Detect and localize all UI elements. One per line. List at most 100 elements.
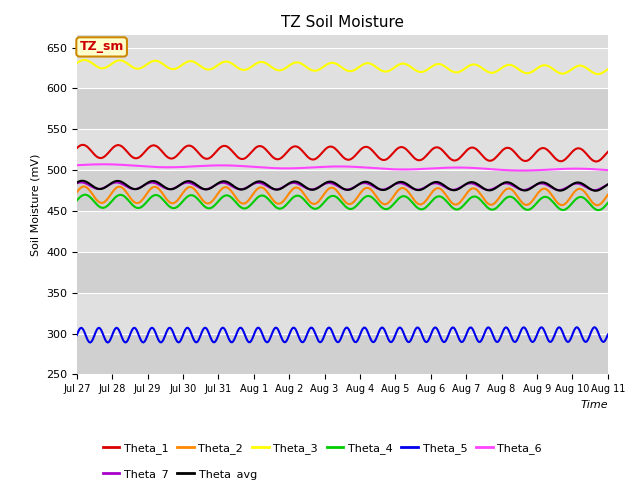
Theta_3 <box>556 71 564 76</box>
Title: TZ Soil Moisture: TZ Soil Moisture <box>281 15 404 30</box>
Bar <box>77 252 608 293</box>
Theta_avg <box>556 188 564 193</box>
Theta_4 <box>73 198 81 204</box>
Theta_5 <box>298 339 306 345</box>
Theta_3 <box>464 63 472 69</box>
Theta_3 <box>371 63 379 69</box>
Y-axis label: Soil Moisture (mV): Soil Moisture (mV) <box>30 154 40 256</box>
Theta_avg <box>371 183 379 189</box>
Theta_5 <box>239 327 247 333</box>
Theta_3 <box>298 61 306 67</box>
Theta_avg <box>73 180 81 185</box>
Theta_2 <box>604 192 612 198</box>
Theta_3 <box>239 67 247 73</box>
Bar <box>77 129 608 170</box>
Theta_2 <box>464 189 472 194</box>
Theta_4 <box>604 200 612 206</box>
Theta_7 <box>397 180 404 186</box>
Theta_avg <box>298 181 306 187</box>
X-axis label: Time: Time <box>580 400 608 409</box>
Theta_7 <box>591 187 598 193</box>
Theta_2 <box>397 186 404 192</box>
Line: Theta_6: Theta_6 <box>77 164 608 170</box>
Theta_4 <box>464 197 472 203</box>
Theta_2 <box>594 202 602 208</box>
Theta_6 <box>518 168 526 173</box>
Legend: Theta_7, Theta_avg: Theta_7, Theta_avg <box>99 464 261 480</box>
Theta_4 <box>298 195 306 201</box>
Theta_7 <box>77 180 85 185</box>
Theta_1 <box>239 156 247 162</box>
Theta_avg <box>397 179 404 185</box>
Theta_5 <box>556 325 564 331</box>
Theta_2 <box>371 192 379 197</box>
Bar <box>77 211 608 252</box>
Theta_6 <box>100 161 108 167</box>
Theta_1 <box>604 149 612 155</box>
Theta_3 <box>397 61 404 67</box>
Theta_3 <box>594 71 602 77</box>
Theta_1 <box>464 146 472 152</box>
Theta_6 <box>464 165 472 170</box>
Theta_5 <box>86 340 94 346</box>
Line: Theta_1: Theta_1 <box>77 145 608 161</box>
Line: Theta_avg: Theta_avg <box>77 181 608 191</box>
Theta_5 <box>464 327 472 333</box>
Theta_5 <box>73 332 81 338</box>
Theta_avg <box>604 181 612 187</box>
Theta_avg <box>592 188 600 193</box>
Theta_6 <box>239 163 247 169</box>
Theta_2 <box>298 188 306 194</box>
Theta_4 <box>556 206 564 212</box>
Theta_1 <box>79 142 86 148</box>
Theta_2 <box>556 202 564 207</box>
Theta_5 <box>371 338 379 344</box>
Theta_4 <box>239 205 247 211</box>
Theta_5 <box>604 332 612 337</box>
Theta_2 <box>239 201 247 206</box>
Theta_1 <box>298 147 306 153</box>
Theta_3 <box>604 66 612 72</box>
Bar <box>77 48 608 88</box>
Theta_1 <box>556 158 564 164</box>
Line: Theta_3: Theta_3 <box>77 60 608 74</box>
Theta_7 <box>298 183 306 189</box>
Theta_1 <box>73 145 81 151</box>
Theta_2 <box>79 184 87 190</box>
Theta_1 <box>371 151 379 156</box>
Bar <box>77 293 608 334</box>
Theta_4 <box>81 192 88 198</box>
Theta_7 <box>464 180 472 186</box>
Text: TZ_sm: TZ_sm <box>79 40 124 53</box>
Theta_4 <box>595 207 603 213</box>
Theta_6 <box>371 165 379 171</box>
Theta_3 <box>73 60 81 66</box>
Theta_6 <box>298 165 306 171</box>
Theta_7 <box>604 181 612 187</box>
Bar <box>77 334 608 374</box>
Theta_4 <box>397 194 404 200</box>
Line: Theta_5: Theta_5 <box>77 327 608 343</box>
Theta_7 <box>239 186 247 192</box>
Bar <box>77 170 608 211</box>
Theta_3 <box>81 57 88 63</box>
Line: Theta_7: Theta_7 <box>77 182 608 190</box>
Theta_7 <box>556 187 564 193</box>
Theta_6 <box>557 166 565 172</box>
Theta_2 <box>73 189 81 195</box>
Theta_avg <box>464 180 472 186</box>
Theta_4 <box>371 197 379 203</box>
Theta_6 <box>604 167 612 173</box>
Line: Theta_2: Theta_2 <box>77 187 608 205</box>
Theta_6 <box>397 167 404 172</box>
Theta_1 <box>397 144 404 150</box>
Line: Theta_4: Theta_4 <box>77 195 608 210</box>
Theta_5 <box>591 324 598 330</box>
Theta_5 <box>397 325 404 331</box>
Theta_7 <box>73 180 81 186</box>
Theta_1 <box>593 158 600 164</box>
Theta_avg <box>239 187 247 192</box>
Theta_6 <box>73 162 81 168</box>
Theta_avg <box>79 178 86 184</box>
Bar <box>77 88 608 129</box>
